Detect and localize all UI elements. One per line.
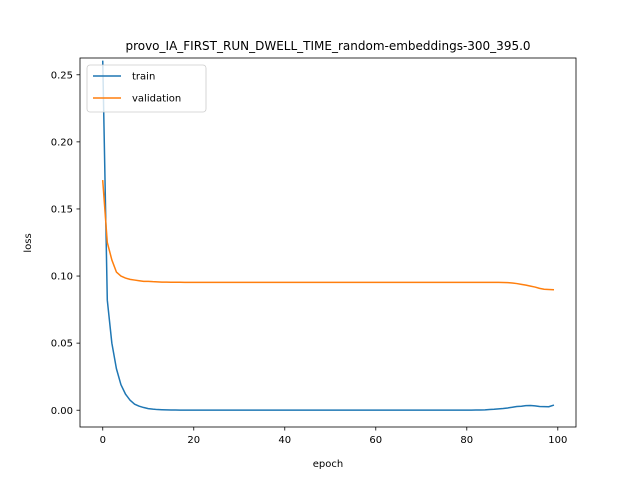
y-tick-label: 0.25 [51, 70, 73, 81]
y-axis-label: loss [23, 233, 34, 252]
plot-frame [79, 57, 577, 428]
x-tick-label: 20 [187, 435, 200, 446]
legend: train validation [86, 64, 207, 113]
y-tick-label: 0.15 [51, 205, 73, 216]
x-tick-label: 60 [369, 435, 382, 446]
x-tick-label: 0 [100, 435, 106, 446]
y-tick-label: 0.20 [51, 137, 73, 148]
x-tick-label: 80 [460, 435, 473, 446]
x-tick-label: 40 [278, 435, 291, 446]
chart-title: provo_IA_FIRST_RUN_DWELL_TIME_random-emb… [125, 39, 530, 53]
series-layer [101, 60, 555, 411]
legend-label-train: train [132, 72, 155, 83]
x-tick-label: 100 [548, 435, 567, 446]
x-axis-label: epoch [313, 459, 343, 470]
y-axis: 0.00 0.05 0.10 0.15 0.20 0.25 [51, 70, 80, 417]
x-axis: 0 20 40 60 80 100 [100, 427, 567, 446]
y-tick-label: 0.05 [51, 339, 73, 350]
series-line-validation [101, 179, 555, 291]
legend-label-validation: validation [132, 94, 181, 105]
y-tick-label: 0.00 [51, 406, 73, 417]
series-line-train [101, 60, 555, 411]
y-tick-label: 0.10 [51, 272, 73, 283]
